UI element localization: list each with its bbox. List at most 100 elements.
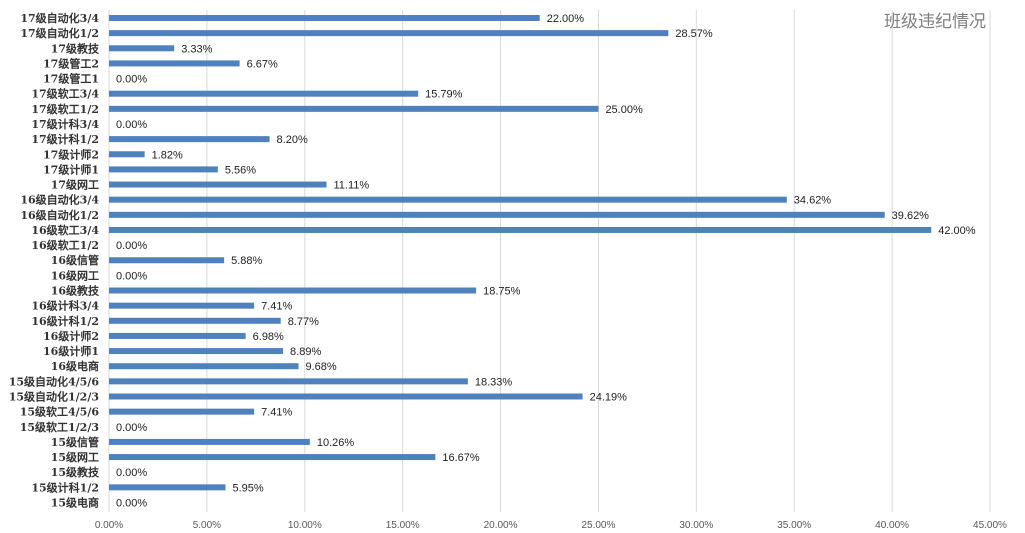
category-label: 17级网工 — [51, 178, 99, 192]
category-label: 16级电商 — [51, 359, 99, 373]
category-label: 16级计科1/2 — [31, 314, 99, 328]
value-label: 8.77% — [288, 316, 319, 328]
bar — [109, 332, 246, 339]
value-label: 9.68% — [306, 361, 337, 373]
x-tick-label: 40.00% — [875, 520, 909, 531]
bar — [109, 348, 284, 355]
bar — [109, 15, 540, 21]
bar — [109, 151, 145, 158]
category-label: 15级软工1/2/3 — [20, 420, 99, 434]
x-tick-label: 5.00% — [193, 520, 221, 531]
category-label: 17级管工1 — [43, 72, 99, 86]
value-label: 0.00% — [116, 74, 147, 86]
bar — [109, 484, 226, 491]
x-tick-labels: 0.00% 5.00% 10.00% 15.00% 20.00% 25.00% 30.00%… — [95, 520, 1007, 531]
value-label: 18.75% — [483, 286, 521, 298]
value-label: 25.00% — [605, 104, 643, 116]
value-label: 11.11% — [334, 180, 370, 192]
value-label: 3.33% — [181, 43, 212, 55]
bar — [109, 393, 583, 400]
bar — [109, 302, 255, 309]
category-label: 17级计师1 — [43, 162, 99, 176]
value-label: 8.20% — [277, 134, 308, 146]
category-label: 17级管工2 — [43, 56, 99, 70]
x-tick-label: 0.00% — [95, 520, 123, 531]
category-label: 15级教技 — [51, 465, 100, 479]
category-label: 17级计科1/2 — [31, 132, 99, 146]
value-label: 0.00% — [116, 422, 147, 434]
bar — [109, 378, 468, 385]
bar — [109, 45, 175, 52]
category-label: 16级自动化1/2 — [20, 208, 99, 222]
value-label: 1.82% — [152, 149, 183, 161]
category-label: 15级计科1/2 — [31, 480, 99, 494]
category-label: 17级计师2 — [43, 147, 99, 161]
category-label: 15级信管 — [51, 435, 99, 449]
bar — [109, 317, 281, 324]
value-label: 16.67% — [442, 452, 480, 464]
x-tick-label: 35.00% — [777, 520, 811, 531]
category-label: 16级网工 — [51, 268, 99, 282]
value-label: 0.00% — [116, 270, 147, 282]
category-label: 17级软工3/4 — [31, 87, 99, 101]
bar — [109, 211, 885, 218]
category-label: 16级软工3/4 — [31, 223, 99, 237]
category-label: 15级软工4/5/6 — [20, 405, 100, 419]
category-label: 16级教技 — [51, 284, 100, 298]
category-label: 15级网工 — [51, 450, 99, 464]
value-label: 34.62% — [794, 195, 832, 207]
bar — [109, 90, 419, 97]
bar — [109, 166, 218, 173]
value-label: 6.98% — [253, 331, 284, 343]
category-label: 17级自动化1/2 — [20, 26, 99, 40]
bar — [109, 454, 436, 461]
category-label: 16级软工1/2 — [31, 238, 99, 252]
value-label: 39.62% — [892, 210, 930, 222]
x-tick-label: 10.00% — [288, 520, 322, 531]
value-label: 10.26% — [317, 437, 355, 449]
category-label: 17级教技 — [51, 41, 100, 55]
x-tick-label: 20.00% — [484, 520, 518, 531]
value-label: 18.33% — [475, 376, 513, 388]
bar — [109, 60, 240, 67]
category-label: 16级信管 — [51, 253, 99, 267]
category-label: 15级自动化1/2/3 — [9, 390, 99, 404]
category-label: 16级计师1 — [43, 344, 99, 358]
bars — [109, 15, 932, 491]
value-label: 0.00% — [116, 467, 147, 479]
category-label: 15级电商 — [51, 495, 99, 509]
value-label: 7.41% — [261, 407, 292, 419]
bar — [109, 196, 787, 203]
bar — [109, 408, 255, 415]
value-label: 15.79% — [425, 89, 463, 101]
value-label: 6.67% — [247, 58, 278, 70]
chart-title: 班级违纪情况 — [884, 12, 986, 32]
x-tick-label: 25.00% — [581, 520, 615, 531]
value-label: 24.19% — [590, 392, 628, 404]
bar — [109, 105, 599, 112]
x-tick-label: 30.00% — [679, 520, 713, 531]
category-label: 17级自动化3/4 — [20, 11, 99, 25]
bar — [109, 30, 669, 37]
value-labels: 22.00% 28.57% 3.33% 6.67% 0.00% 15.79% 25.00% 0… — [116, 13, 976, 509]
value-label: 42.00% — [938, 225, 976, 237]
bar — [109, 136, 270, 143]
bar — [109, 257, 225, 264]
value-label: 22.00% — [547, 13, 585, 25]
bar — [109, 287, 477, 294]
bar — [109, 438, 310, 445]
value-label: 5.56% — [225, 164, 256, 176]
bar — [109, 363, 299, 370]
value-label: 28.57% — [675, 28, 713, 40]
value-label: 5.95% — [232, 482, 263, 494]
category-label: 16级计科3/4 — [31, 299, 99, 313]
bar — [109, 181, 327, 188]
bar — [109, 226, 932, 233]
value-label: 5.88% — [231, 255, 262, 267]
value-label: 0.00% — [116, 240, 147, 252]
category-label: 16级计师2 — [43, 329, 99, 343]
category-label: 15级自动化4/5/6 — [9, 374, 100, 388]
category-label: 17级计科3/4 — [31, 117, 99, 131]
